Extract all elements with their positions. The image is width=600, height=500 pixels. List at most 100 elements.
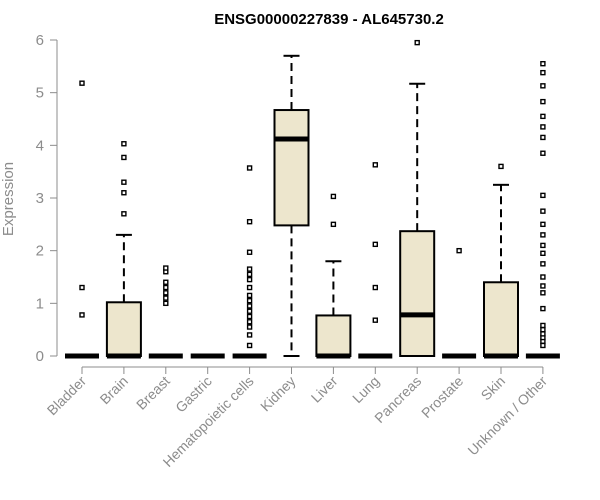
- box-iqr: [315, 314, 352, 357]
- box-group: [65, 80, 99, 359]
- box-group: [273, 54, 310, 357]
- x-tick-label: Lung: [349, 373, 382, 406]
- outlier-point: [498, 163, 504, 170]
- outlier-point: [121, 141, 127, 147]
- x-tick-label: Liver: [308, 373, 341, 406]
- outlier-point: [540, 113, 546, 120]
- outlier-point: [540, 274, 546, 280]
- outlier-point: [163, 265, 169, 271]
- y-tick-label: 3: [36, 190, 44, 207]
- outlier-point: [540, 283, 546, 289]
- outlier-point: [540, 322, 546, 329]
- y-tick-label: 4: [36, 137, 44, 154]
- outlier-point: [330, 193, 337, 200]
- outlier-point: [540, 150, 546, 156]
- y-tick-label: 5: [36, 85, 44, 102]
- outlier-point: [540, 305, 546, 312]
- outlier-point: [540, 124, 546, 130]
- y-tick-label: 2: [36, 243, 44, 260]
- x-tick-label: Unknown / Other: [464, 373, 550, 459]
- outlier-point: [540, 326, 546, 333]
- outlier-point: [79, 284, 85, 291]
- outlier-point: [246, 303, 253, 309]
- outlier-point: [246, 319, 253, 325]
- box-group: [399, 39, 436, 357]
- outlier-point: [246, 284, 253, 291]
- outlier-point: [246, 218, 253, 225]
- outlier-point: [163, 284, 169, 291]
- box-group: [105, 141, 142, 359]
- box-group: [148, 265, 183, 359]
- outlier-point: [540, 61, 546, 67]
- outlier-point: [540, 232, 546, 238]
- box-iqr: [399, 230, 436, 357]
- outlier-point: [330, 221, 337, 228]
- outlier-point: [372, 162, 378, 168]
- x-tick-label: Brain: [97, 373, 131, 407]
- outlier-point: [121, 211, 127, 217]
- box-group: [525, 61, 560, 359]
- box-group: [232, 165, 267, 359]
- outlier-point: [246, 266, 253, 272]
- outlier-point: [79, 312, 85, 318]
- x-tick-label: Skin: [478, 373, 509, 404]
- boxes-layer: [65, 39, 560, 359]
- outlier-point: [121, 154, 127, 161]
- outlier-point: [372, 284, 378, 291]
- outlier-point: [246, 249, 253, 255]
- outlier-point: [246, 292, 253, 299]
- outlier-point: [540, 83, 546, 89]
- outlier-point: [540, 69, 546, 76]
- outlier-point: [456, 247, 462, 254]
- outlier-point: [163, 300, 169, 307]
- outlier-point: [540, 192, 546, 199]
- outlier-point: [121, 179, 127, 185]
- outlier-point: [163, 290, 169, 296]
- y-tick-label: 1: [36, 295, 44, 312]
- outlier-point: [540, 98, 546, 105]
- outlier-point: [372, 241, 378, 248]
- outlier-point: [414, 39, 420, 46]
- outlier-point: [246, 276, 253, 283]
- outlier-point: [246, 165, 253, 171]
- outlier-point: [246, 324, 253, 330]
- x-tick-label: Kidney: [257, 373, 299, 415]
- outlier-point: [540, 134, 546, 141]
- outlier-point: [246, 308, 253, 314]
- y-axis-label: Expression: [0, 162, 17, 236]
- box-iqr: [483, 281, 519, 357]
- outlier-point: [540, 208, 546, 214]
- x-tick-label: Bladder: [44, 373, 90, 419]
- outlier-point: [540, 290, 546, 296]
- outlier-point: [246, 271, 253, 278]
- x-tick-label: Pancreas: [371, 373, 424, 426]
- x-tick-label: Prostate: [418, 373, 466, 421]
- outlier-point: [540, 331, 546, 337]
- box-group: [442, 247, 477, 359]
- chart-title: ENSG00000227839 - AL645730.2: [214, 11, 444, 28]
- outlier-point: [372, 317, 378, 323]
- box-group: [483, 163, 519, 359]
- outlier-point: [540, 242, 546, 249]
- box-group: [358, 162, 393, 359]
- outlier-point: [163, 295, 169, 301]
- outlier-point: [246, 313, 253, 320]
- outlier-point: [163, 279, 169, 285]
- x-tick-label: Breast: [133, 373, 173, 413]
- outlier-point: [79, 80, 85, 86]
- box-group: [315, 193, 352, 359]
- outlier-point: [246, 342, 253, 349]
- outlier-point: [540, 261, 546, 267]
- outlier-point: [246, 298, 253, 304]
- y-tick-label: 6: [36, 32, 44, 49]
- box-iqr: [273, 109, 310, 227]
- outlier-point: [540, 221, 546, 228]
- outlier-point: [246, 332, 253, 338]
- y-tick-label: 0: [36, 348, 44, 365]
- box-iqr: [105, 301, 142, 357]
- outlier-point: [540, 250, 546, 257]
- outlier-point: [121, 190, 127, 196]
- outlier-point: [540, 342, 546, 349]
